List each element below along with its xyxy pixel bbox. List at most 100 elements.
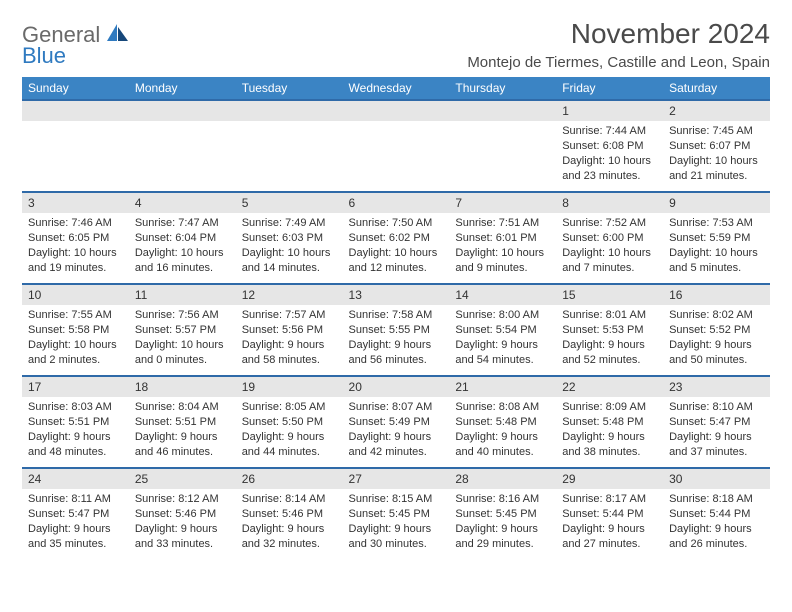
day-number	[22, 99, 129, 121]
sunset-text: Sunset: 5:47 PM	[28, 507, 123, 522]
day-number: 27	[343, 467, 450, 489]
calendar-cell: 23Sunrise: 8:10 AMSunset: 5:47 PMDayligh…	[663, 375, 770, 467]
sunrise-text: Sunrise: 8:16 AM	[455, 492, 550, 507]
daylight-text: Daylight: 10 hours and 2 minutes.	[28, 338, 123, 368]
calendar-cell	[22, 99, 129, 191]
calendar-cell: 13Sunrise: 7:58 AMSunset: 5:55 PMDayligh…	[343, 283, 450, 375]
sunrise-text: Sunrise: 8:12 AM	[135, 492, 230, 507]
day-number: 29	[556, 467, 663, 489]
sunset-text: Sunset: 5:51 PM	[135, 415, 230, 430]
calendar-cell: 10Sunrise: 7:55 AMSunset: 5:58 PMDayligh…	[22, 283, 129, 375]
sunset-text: Sunset: 5:58 PM	[28, 323, 123, 338]
day-details	[449, 121, 556, 130]
sunrise-text: Sunrise: 7:51 AM	[455, 216, 550, 231]
daylight-text: Daylight: 10 hours and 12 minutes.	[349, 246, 444, 276]
daylight-text: Daylight: 10 hours and 19 minutes.	[28, 246, 123, 276]
daylight-text: Daylight: 10 hours and 23 minutes.	[562, 154, 657, 184]
day-number: 4	[129, 191, 236, 213]
sunset-text: Sunset: 5:44 PM	[669, 507, 764, 522]
day-details	[129, 121, 236, 130]
sunrise-text: Sunrise: 7:55 AM	[28, 308, 123, 323]
sunrise-text: Sunrise: 7:53 AM	[669, 216, 764, 231]
day-details: Sunrise: 8:18 AMSunset: 5:44 PMDaylight:…	[663, 489, 770, 557]
day-number: 23	[663, 375, 770, 397]
daylight-text: Daylight: 10 hours and 9 minutes.	[455, 246, 550, 276]
day-number: 2	[663, 99, 770, 121]
calendar-cell: 8Sunrise: 7:52 AMSunset: 6:00 PMDaylight…	[556, 191, 663, 283]
daylight-text: Daylight: 9 hours and 37 minutes.	[669, 430, 764, 460]
day-details	[343, 121, 450, 130]
day-details: Sunrise: 8:08 AMSunset: 5:48 PMDaylight:…	[449, 397, 556, 465]
day-number: 18	[129, 375, 236, 397]
calendar-cell: 2Sunrise: 7:45 AMSunset: 6:07 PMDaylight…	[663, 99, 770, 191]
calendar-week-row: 1Sunrise: 7:44 AMSunset: 6:08 PMDaylight…	[22, 99, 770, 191]
day-details: Sunrise: 8:01 AMSunset: 5:53 PMDaylight:…	[556, 305, 663, 373]
calendar-cell: 3Sunrise: 7:46 AMSunset: 6:05 PMDaylight…	[22, 191, 129, 283]
calendar-cell: 28Sunrise: 8:16 AMSunset: 5:45 PMDayligh…	[449, 467, 556, 559]
daylight-text: Daylight: 9 hours and 52 minutes.	[562, 338, 657, 368]
day-number: 22	[556, 375, 663, 397]
daylight-text: Daylight: 9 hours and 40 minutes.	[455, 430, 550, 460]
day-details: Sunrise: 8:07 AMSunset: 5:49 PMDaylight:…	[343, 397, 450, 465]
day-details: Sunrise: 8:09 AMSunset: 5:48 PMDaylight:…	[556, 397, 663, 465]
daylight-text: Daylight: 9 hours and 33 minutes.	[135, 522, 230, 552]
sunset-text: Sunset: 5:48 PM	[562, 415, 657, 430]
day-details: Sunrise: 8:02 AMSunset: 5:52 PMDaylight:…	[663, 305, 770, 373]
calendar-cell: 20Sunrise: 8:07 AMSunset: 5:49 PMDayligh…	[343, 375, 450, 467]
weekday-header: Thursday	[449, 77, 556, 99]
day-number: 6	[343, 191, 450, 213]
calendar-page: General Blue November 2024 Montejo de Ti…	[0, 0, 792, 569]
sunrise-text: Sunrise: 8:09 AM	[562, 400, 657, 415]
daylight-text: Daylight: 9 hours and 50 minutes.	[669, 338, 764, 368]
day-details: Sunrise: 7:52 AMSunset: 6:00 PMDaylight:…	[556, 213, 663, 281]
sunrise-text: Sunrise: 7:49 AM	[242, 216, 337, 231]
sunrise-text: Sunrise: 8:14 AM	[242, 492, 337, 507]
sunset-text: Sunset: 6:00 PM	[562, 231, 657, 246]
sunset-text: Sunset: 5:45 PM	[455, 507, 550, 522]
sunset-text: Sunset: 5:46 PM	[135, 507, 230, 522]
sunrise-text: Sunrise: 7:47 AM	[135, 216, 230, 231]
calendar-week-row: 10Sunrise: 7:55 AMSunset: 5:58 PMDayligh…	[22, 283, 770, 375]
daylight-text: Daylight: 10 hours and 16 minutes.	[135, 246, 230, 276]
day-details	[236, 121, 343, 130]
sunrise-text: Sunrise: 8:07 AM	[349, 400, 444, 415]
calendar-cell: 29Sunrise: 8:17 AMSunset: 5:44 PMDayligh…	[556, 467, 663, 559]
calendar-cell	[343, 99, 450, 191]
weekday-header: Saturday	[663, 77, 770, 99]
day-number: 14	[449, 283, 556, 305]
sunrise-text: Sunrise: 8:04 AM	[135, 400, 230, 415]
daylight-text: Daylight: 9 hours and 54 minutes.	[455, 338, 550, 368]
sunset-text: Sunset: 5:45 PM	[349, 507, 444, 522]
sunrise-text: Sunrise: 8:18 AM	[669, 492, 764, 507]
calendar-cell: 14Sunrise: 8:00 AMSunset: 5:54 PMDayligh…	[449, 283, 556, 375]
day-details: Sunrise: 7:53 AMSunset: 5:59 PMDaylight:…	[663, 213, 770, 281]
day-details: Sunrise: 8:04 AMSunset: 5:51 PMDaylight:…	[129, 397, 236, 465]
sunset-text: Sunset: 6:08 PM	[562, 139, 657, 154]
sunrise-text: Sunrise: 8:15 AM	[349, 492, 444, 507]
weekday-header: Monday	[129, 77, 236, 99]
calendar-cell: 30Sunrise: 8:18 AMSunset: 5:44 PMDayligh…	[663, 467, 770, 559]
calendar-cell: 11Sunrise: 7:56 AMSunset: 5:57 PMDayligh…	[129, 283, 236, 375]
day-number: 26	[236, 467, 343, 489]
sunset-text: Sunset: 6:07 PM	[669, 139, 764, 154]
sunset-text: Sunset: 6:01 PM	[455, 231, 550, 246]
sunrise-text: Sunrise: 8:17 AM	[562, 492, 657, 507]
daylight-text: Daylight: 9 hours and 48 minutes.	[28, 430, 123, 460]
day-number	[449, 99, 556, 121]
month-title: November 2024	[467, 18, 770, 50]
sunrise-text: Sunrise: 7:56 AM	[135, 308, 230, 323]
sunset-text: Sunset: 5:47 PM	[669, 415, 764, 430]
daylight-text: Daylight: 10 hours and 0 minutes.	[135, 338, 230, 368]
calendar-cell: 26Sunrise: 8:14 AMSunset: 5:46 PMDayligh…	[236, 467, 343, 559]
sunset-text: Sunset: 5:44 PM	[562, 507, 657, 522]
day-number: 24	[22, 467, 129, 489]
daylight-text: Daylight: 9 hours and 35 minutes.	[28, 522, 123, 552]
daylight-text: Daylight: 9 hours and 38 minutes.	[562, 430, 657, 460]
day-number: 1	[556, 99, 663, 121]
calendar-cell: 18Sunrise: 8:04 AMSunset: 5:51 PMDayligh…	[129, 375, 236, 467]
day-details: Sunrise: 7:46 AMSunset: 6:05 PMDaylight:…	[22, 213, 129, 281]
sunset-text: Sunset: 5:51 PM	[28, 415, 123, 430]
day-details: Sunrise: 8:17 AMSunset: 5:44 PMDaylight:…	[556, 489, 663, 557]
day-details: Sunrise: 7:56 AMSunset: 5:57 PMDaylight:…	[129, 305, 236, 373]
day-details: Sunrise: 7:49 AMSunset: 6:03 PMDaylight:…	[236, 213, 343, 281]
